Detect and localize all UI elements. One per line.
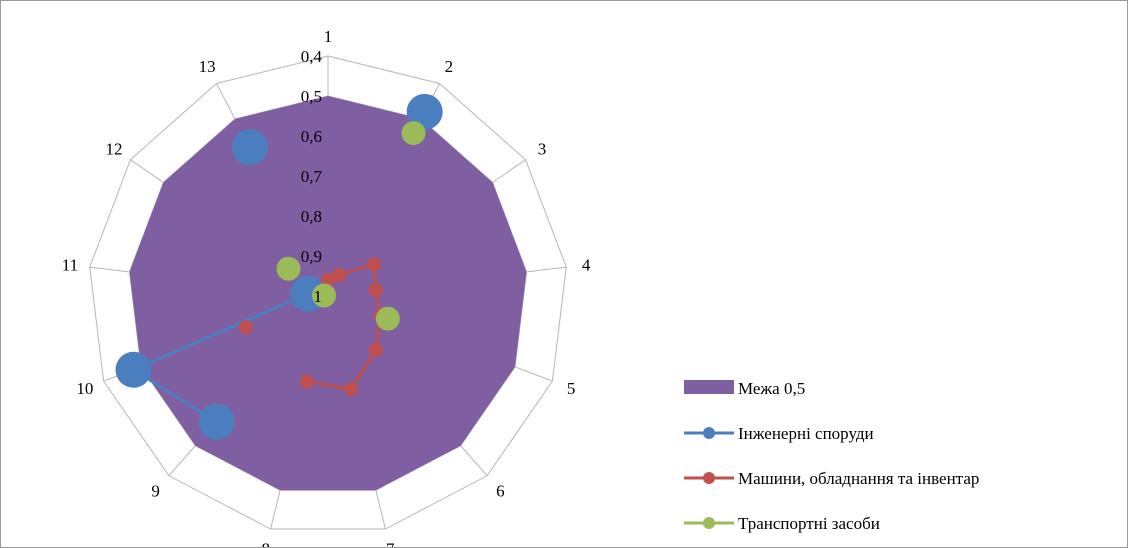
series-3-point-5 — [375, 306, 400, 331]
series-1-point-9 — [198, 403, 235, 440]
legend-label: Машини, обладнання та інвентар — [738, 469, 979, 488]
series-2-point-6 — [368, 342, 383, 357]
series-3-point-11 — [312, 283, 337, 308]
axis-tick-label: 1 — [314, 287, 323, 306]
axis-tick-label: 0,4 — [301, 47, 323, 66]
axis-tick-labels: 0,4 0,5 0,6 0,7 0,8 0,9 1 — [301, 47, 323, 306]
series-3-point-12 — [276, 256, 301, 281]
legend-label: Межа 0,5 — [738, 379, 805, 398]
series-1-point-10 — [115, 351, 152, 388]
series-2-point-8 — [299, 374, 314, 389]
series-2-point-4 — [368, 283, 383, 298]
series-2-point-7 — [343, 382, 358, 397]
series-2-point-3 — [367, 257, 382, 272]
series-1-point-2 — [406, 93, 443, 130]
legend-marker — [703, 517, 715, 529]
series-1-group — [115, 93, 443, 440]
category-labels: 12345678910111213 — [62, 27, 591, 547]
category-label: 8 — [262, 539, 271, 547]
category-label: 5 — [567, 379, 576, 398]
legend-item-1: Інженерні споруди — [684, 424, 874, 443]
series-3-group — [276, 121, 426, 331]
axis-tick-label: 0,9 — [301, 247, 322, 266]
category-label: 12 — [106, 139, 123, 158]
category-label: 3 — [538, 139, 547, 158]
legend-item-2: Машини, обладнання та інвентар — [684, 469, 979, 488]
category-label: 4 — [582, 256, 591, 275]
category-label: 7 — [386, 539, 395, 547]
legend-marker — [703, 427, 715, 439]
legend: Межа 0,5 Інженерні споруди Машини, обладна… — [684, 379, 979, 533]
category-label: 1 — [324, 27, 333, 46]
series-3-point-2 — [401, 121, 426, 146]
axis-tick-label: 0,6 — [301, 127, 322, 146]
category-label: 13 — [199, 57, 216, 76]
legend-swatch — [684, 380, 734, 394]
grid-ring-0 — [89, 55, 567, 530]
axis-tick-label: 0,5 — [301, 87, 322, 106]
series-2-point-1 — [321, 273, 335, 287]
series-1-point-13 — [231, 129, 268, 166]
line-series-layer — [115, 93, 443, 440]
category-label: 9 — [151, 482, 160, 501]
category-label: 10 — [76, 379, 93, 398]
legend-label: Транспортні засоби — [738, 514, 880, 533]
series-2-point-10 — [238, 320, 253, 335]
legend-label: Інженерні споруди — [738, 424, 874, 443]
axis-tick-label: 0,8 — [301, 207, 322, 226]
axis-tick-label: 0,7 — [301, 167, 323, 186]
category-label: 11 — [62, 256, 78, 275]
legend-item-0: Межа 0,5 — [684, 379, 805, 398]
category-label: 6 — [496, 482, 505, 501]
category-label: 2 — [445, 57, 454, 76]
legend-marker — [703, 472, 715, 484]
legend-item-3: Транспортні засоби — [684, 514, 880, 533]
series-2-point-2 — [332, 267, 347, 282]
